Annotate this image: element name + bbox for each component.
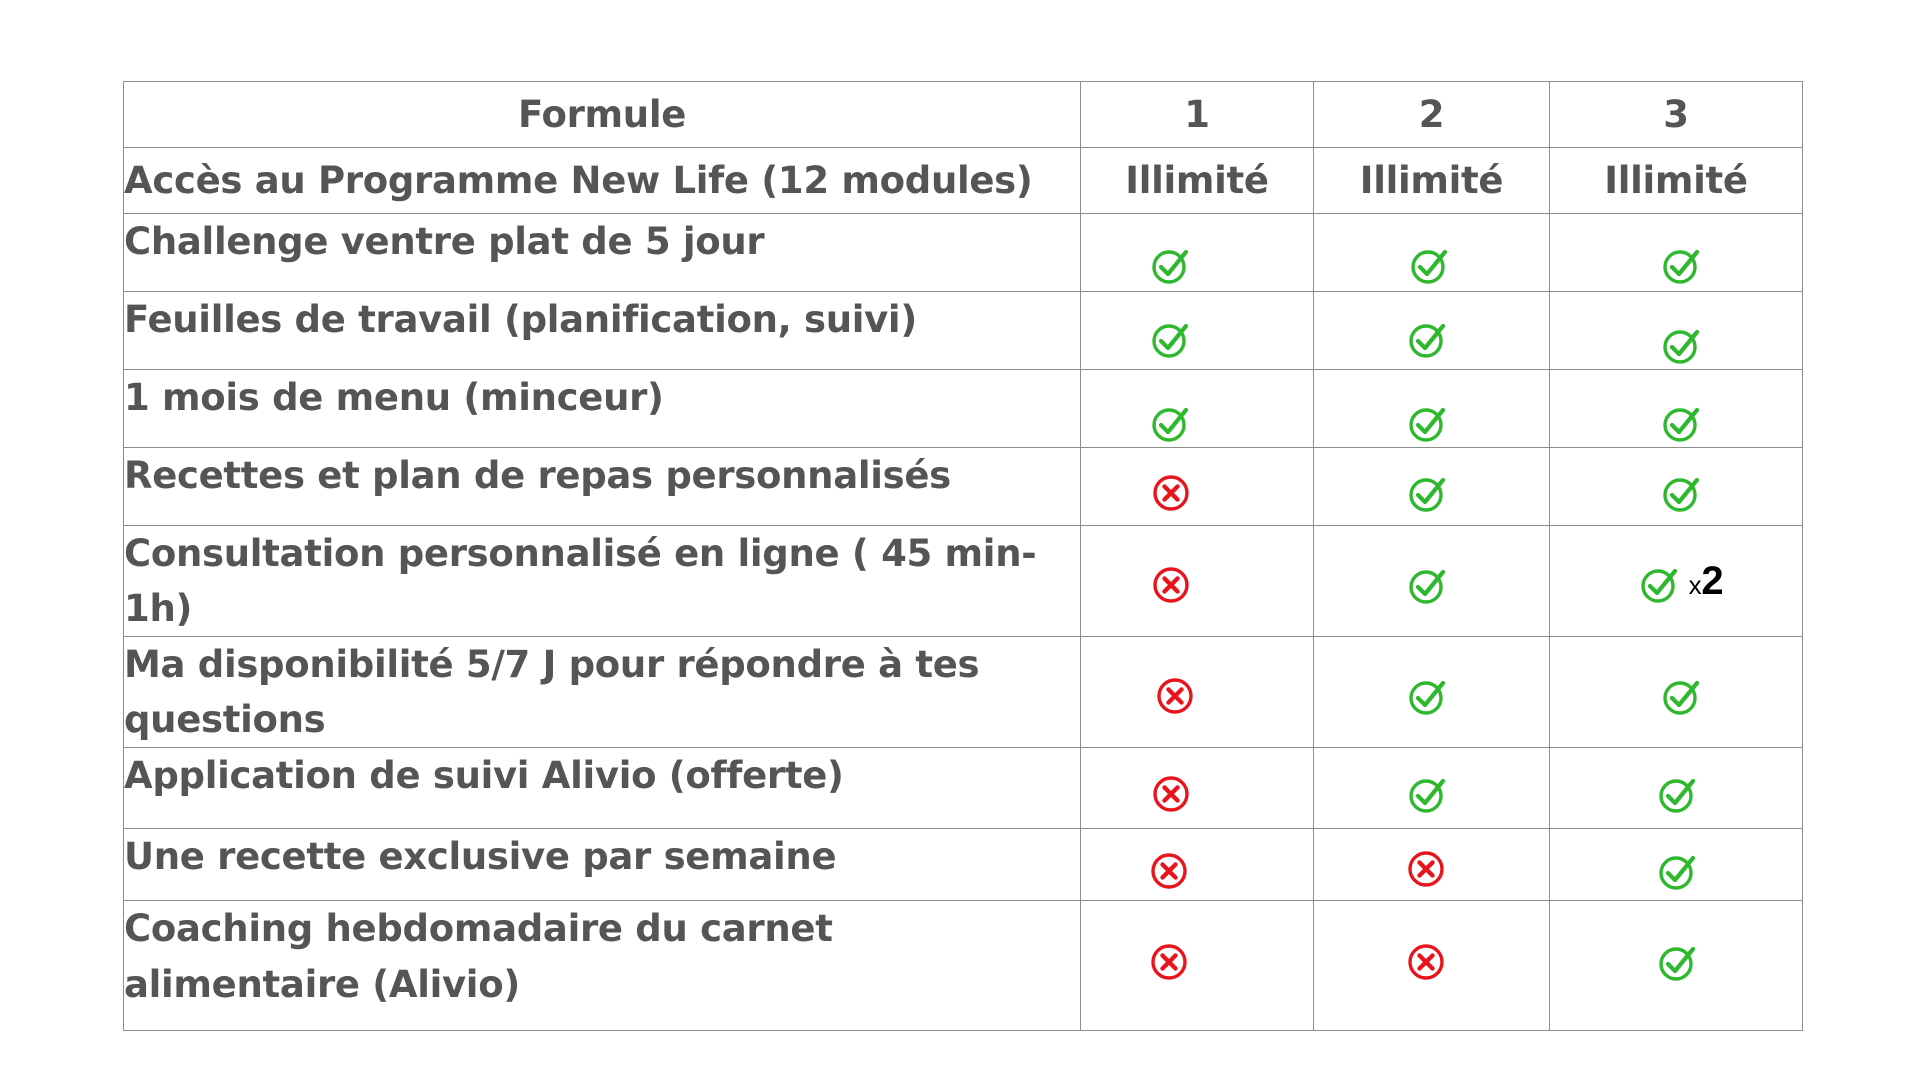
table-row: Une recette exclusive par semaine bbox=[123, 828, 1803, 901]
table-row: Challenge ventre plat de 5 jour bbox=[123, 213, 1803, 292]
plan-3-cell bbox=[1549, 291, 1803, 370]
plan-1-access-value: Illimité bbox=[1080, 147, 1314, 214]
plan-3-cell: x2 bbox=[1549, 525, 1803, 637]
header-plan-1: 1 bbox=[1080, 81, 1314, 148]
row-label: Consultation personnalisé en ligne ( 45 … bbox=[123, 525, 1081, 637]
row-label: Ma disponibilité 5/7 J pour répondre à t… bbox=[123, 636, 1081, 748]
plan-1-cell bbox=[1080, 291, 1314, 370]
cross-circle-icon bbox=[1407, 943, 1445, 981]
table-row: Ma disponibilité 5/7 J pour répondre à t… bbox=[123, 636, 1803, 748]
plan-1-cell bbox=[1080, 525, 1314, 637]
plan-3-cell bbox=[1549, 636, 1803, 748]
check-circle-icon bbox=[1659, 943, 1697, 981]
plan-2-cell bbox=[1313, 447, 1550, 526]
header-formule: Formule bbox=[123, 81, 1081, 148]
table-row: Application de suivi Alivio (offerte) bbox=[123, 747, 1803, 829]
table-row: Coaching hebdomadaire du carnet alimenta… bbox=[123, 900, 1803, 1031]
check-circle-icon bbox=[1663, 326, 1701, 364]
check-circle-icon bbox=[1152, 246, 1190, 284]
check-circle-icon bbox=[1152, 404, 1190, 442]
row-label: Recettes et plan de repas personnalisés bbox=[123, 447, 1081, 526]
cross-circle-icon bbox=[1150, 852, 1188, 890]
check-circle-icon bbox=[1640, 565, 1679, 603]
plan-1-cell bbox=[1080, 747, 1314, 829]
check-circle-icon bbox=[1152, 320, 1190, 358]
cross-circle-icon bbox=[1152, 474, 1190, 512]
plan-1-cell bbox=[1080, 369, 1314, 448]
check-circle-icon bbox=[1663, 404, 1701, 442]
plan-3-cell bbox=[1549, 447, 1803, 526]
check-circle-icon bbox=[1410, 246, 1449, 284]
check-circle-icon bbox=[1408, 566, 1447, 604]
plan-1-cell bbox=[1080, 213, 1314, 292]
row-label: Accès au Programme New Life (12 modules) bbox=[123, 147, 1081, 214]
row-label: Feuilles de travail (planification, suiv… bbox=[123, 291, 1081, 370]
check-circle-icon bbox=[1659, 852, 1697, 890]
table-row: Accès au Programme New Life (12 modules)… bbox=[123, 147, 1803, 214]
cross-circle-icon bbox=[1150, 943, 1188, 981]
cross-circle-icon bbox=[1152, 775, 1190, 813]
plan-1-cell bbox=[1080, 828, 1314, 901]
check-circle-icon bbox=[1408, 404, 1447, 442]
table-header-row: Formule 1 2 3 bbox=[123, 81, 1803, 148]
plan-2-cell bbox=[1313, 369, 1550, 448]
plan-2-cell bbox=[1313, 900, 1550, 1031]
check-circle-icon bbox=[1408, 775, 1447, 813]
pricing-comparison-table: Formule 1 2 3 Accès au Programme New Lif… bbox=[123, 81, 1803, 1031]
table-row: Consultation personnalisé en ligne ( 45 … bbox=[123, 525, 1803, 637]
plan-1-cell bbox=[1080, 900, 1314, 1031]
plan-3-cell bbox=[1549, 369, 1803, 448]
count-prefix: x bbox=[1688, 570, 1702, 600]
cross-circle-icon bbox=[1407, 850, 1445, 888]
cross-circle-icon bbox=[1152, 566, 1190, 604]
plan-1-cell bbox=[1080, 447, 1314, 526]
row-label: Application de suivi Alivio (offerte) bbox=[123, 747, 1081, 829]
plan-2-cell bbox=[1313, 747, 1550, 829]
plan-3-cell bbox=[1549, 213, 1803, 292]
plan-2-cell bbox=[1313, 636, 1550, 748]
table-row: 1 mois de menu (minceur) bbox=[123, 369, 1803, 448]
row-label: Coaching hebdomadaire du carnet alimenta… bbox=[123, 900, 1081, 1031]
check-circle-icon bbox=[1408, 474, 1447, 512]
check-circle-icon bbox=[1663, 474, 1701, 512]
plan-1-cell bbox=[1080, 636, 1314, 748]
check-circle-icon bbox=[1663, 677, 1701, 715]
check-circle-icon bbox=[1408, 677, 1447, 715]
check-circle-icon bbox=[1659, 775, 1697, 813]
plan-3-cell bbox=[1549, 747, 1803, 829]
plan-3-cell bbox=[1549, 900, 1803, 1031]
plan-2-cell bbox=[1313, 213, 1550, 292]
header-plan-2: 2 bbox=[1313, 81, 1550, 148]
plan-2-access-value: Illimité bbox=[1313, 147, 1550, 214]
plan-3-access-value: Illimité bbox=[1549, 147, 1803, 214]
table-row: Recettes et plan de repas personnalisés bbox=[123, 447, 1803, 526]
plan-2-cell bbox=[1313, 525, 1550, 637]
check-circle-icon bbox=[1408, 320, 1447, 358]
plan-2-cell bbox=[1313, 828, 1550, 901]
row-label: Une recette exclusive par semaine bbox=[123, 828, 1081, 901]
header-plan-3: 3 bbox=[1549, 81, 1803, 148]
consultation-count: x2 bbox=[1689, 559, 1724, 604]
plan-3-cell bbox=[1549, 828, 1803, 901]
plan-2-cell bbox=[1313, 291, 1550, 370]
check-circle-icon bbox=[1663, 246, 1701, 284]
count-value: 2 bbox=[1701, 559, 1724, 603]
table-row: Feuilles de travail (planification, suiv… bbox=[123, 291, 1803, 370]
cross-circle-icon bbox=[1156, 677, 1194, 715]
row-label: 1 mois de menu (minceur) bbox=[123, 369, 1081, 448]
row-label: Challenge ventre plat de 5 jour bbox=[123, 213, 1081, 292]
